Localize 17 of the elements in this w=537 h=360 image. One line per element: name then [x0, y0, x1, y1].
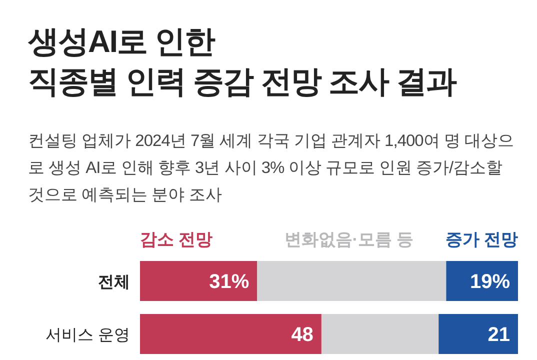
bar — [140, 314, 322, 354]
y-tick-label: 전체 — [98, 274, 130, 291]
series-label: 변화없음·모름 등 — [284, 230, 414, 249]
data-label: 19% — [470, 271, 510, 293]
bar — [446, 261, 518, 301]
bar — [438, 314, 518, 354]
bar — [257, 261, 446, 301]
series-label: 증가 전망 — [445, 230, 518, 249]
chart-subtitle: 컨설팅 업체가 2024년 7월 세계 각국 기업 관계자 1,400여 명 대상으로 생성 AI로 인해 향후 3년 사이 3% 이상 규모로 인원 증가/감소할 것으로 예측되는 분야 조사 — [28, 131, 516, 206]
bar — [140, 261, 258, 301]
y-tick-label: 서비스 운영 — [46, 327, 130, 344]
bar — [321, 314, 439, 354]
series-label: 감소 전망 — [140, 230, 213, 249]
data-label: 21 — [488, 324, 510, 346]
chart-title: 생성AI로 인한 직종별 인력 증감 전망 조사 결과 — [28, 23, 456, 101]
data-label: 48 — [291, 324, 314, 346]
data-label: 31% — [209, 271, 250, 293]
